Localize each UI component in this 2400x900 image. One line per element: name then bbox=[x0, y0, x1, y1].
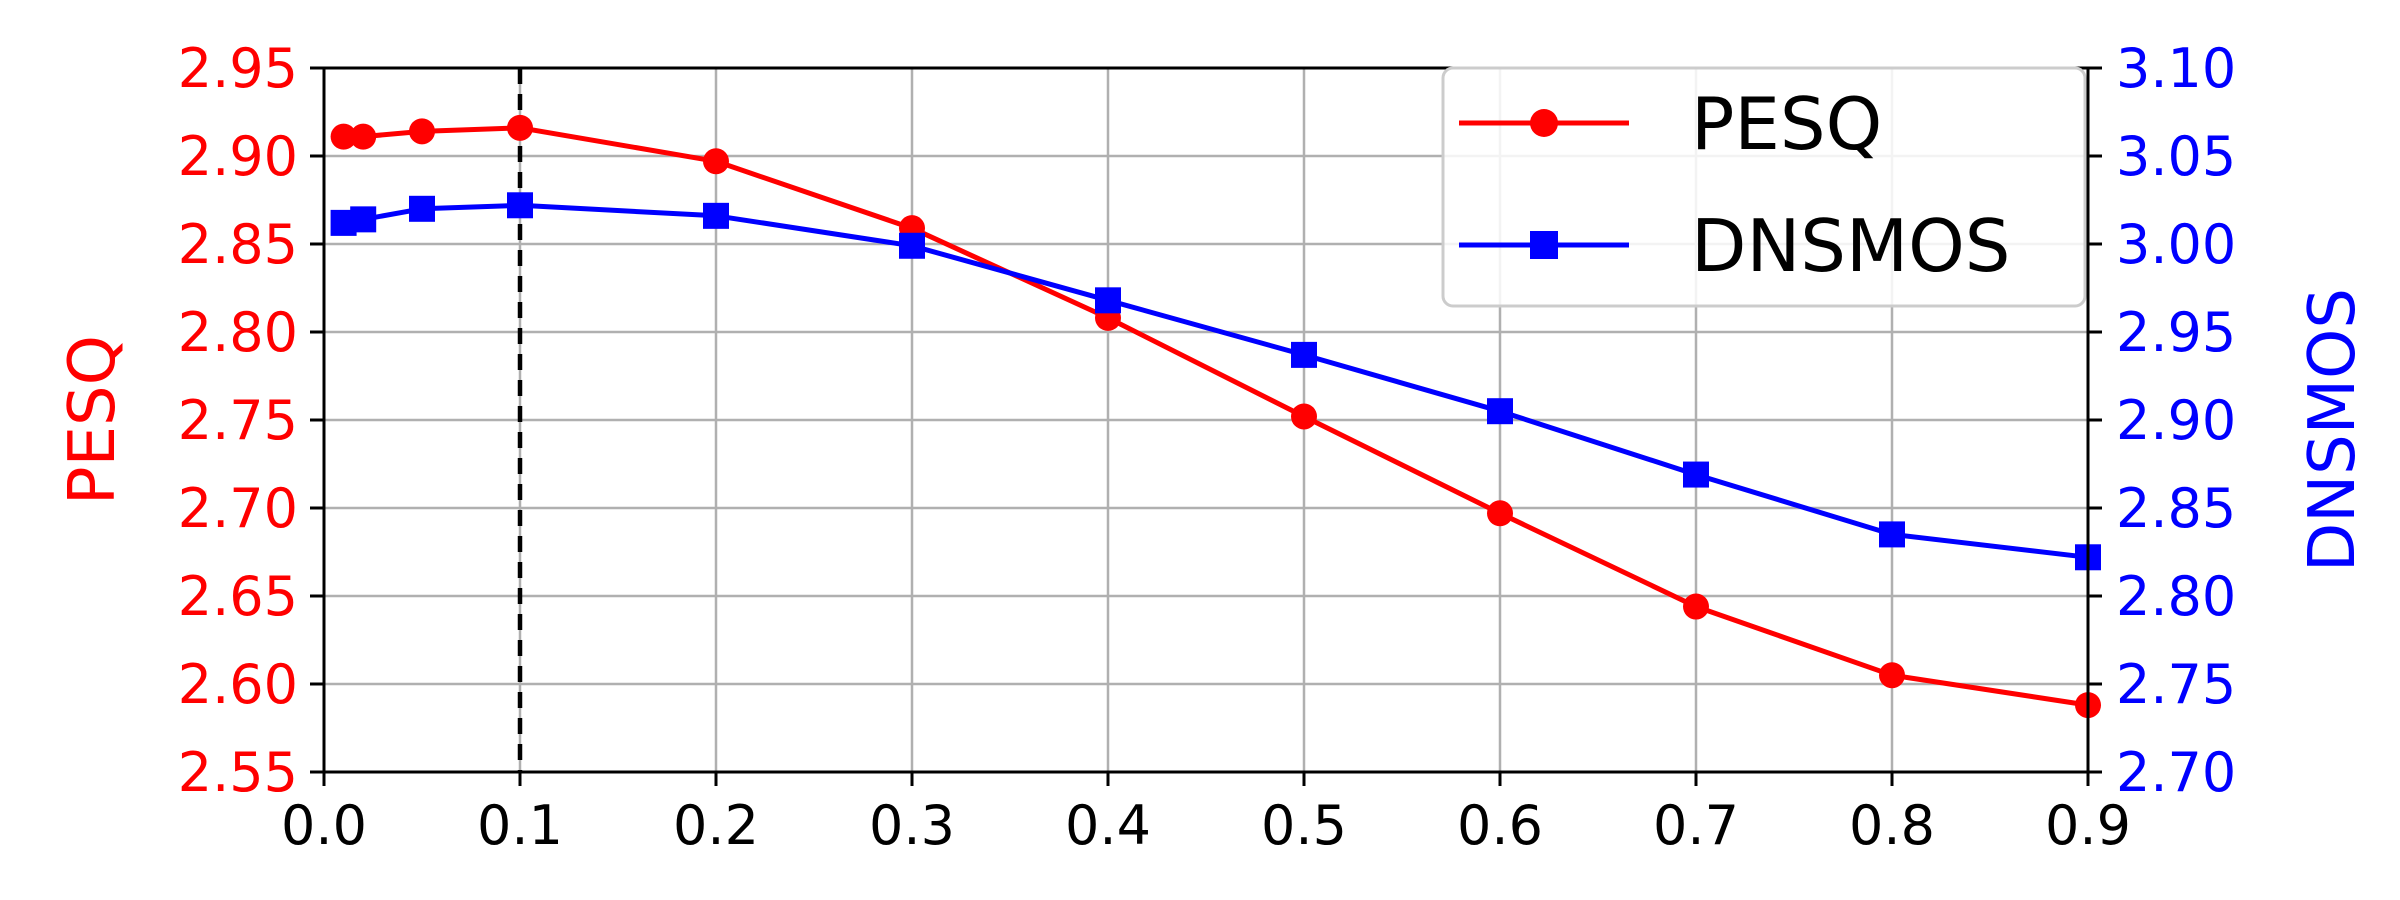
x-tick-label: 0.9 bbox=[2045, 794, 2131, 857]
y-left-axis-ticks: 2.55 2.60 2.65 2.70 2.75 2.80 2.85 2.90 2.95 bbox=[178, 37, 324, 804]
x-tick-label: 0.0 bbox=[281, 794, 367, 857]
x-tick-label: 0.8 bbox=[1849, 794, 1935, 857]
y-right-tick-label: 3.10 bbox=[2116, 37, 2236, 100]
y-left-tick-label: 2.75 bbox=[178, 389, 298, 452]
legend-pesq-marker bbox=[1530, 109, 1558, 137]
y-right-tick-label: 2.75 bbox=[2116, 653, 2236, 716]
y-left-tick-label: 2.80 bbox=[178, 301, 298, 364]
y-right-tick-label: 2.95 bbox=[2116, 301, 2236, 364]
pesq-point bbox=[409, 118, 435, 145]
dnsmos-point bbox=[1683, 461, 1709, 488]
dnsmos-point bbox=[1095, 287, 1121, 314]
dnsmos-point bbox=[899, 232, 925, 259]
series bbox=[330, 114, 2101, 719]
pesq-point bbox=[350, 123, 377, 150]
y-left-axis-label: PESQ bbox=[56, 335, 130, 505]
x-tick-label: 0.5 bbox=[1261, 794, 1347, 857]
y-left-tick-label: 2.85 bbox=[178, 213, 298, 276]
pesq-point bbox=[507, 114, 533, 141]
y-right-axis-ticks: 2.70 2.75 2.80 2.85 2.90 2.95 3.00 3.05 3.10 bbox=[2088, 37, 2236, 804]
x-tick-label: 0.4 bbox=[1065, 794, 1151, 857]
x-tick-label: 0.1 bbox=[477, 794, 563, 857]
pesq-point bbox=[1487, 500, 1513, 527]
y-left-tick-label: 2.90 bbox=[178, 125, 298, 188]
dnsmos-point bbox=[507, 192, 533, 219]
pesq-point bbox=[703, 148, 729, 175]
y-right-tick-label: 2.70 bbox=[2116, 741, 2236, 804]
pesq-point bbox=[1879, 662, 1905, 689]
y-right-tick-label: 2.80 bbox=[2116, 565, 2236, 628]
legend: PESQ DNSMOS bbox=[1441, 66, 2087, 308]
x-tick-label: 0.6 bbox=[1457, 794, 1543, 857]
pesq-point bbox=[1291, 403, 1317, 430]
x-axis-ticks: 0.0 0.1 0.2 0.3 0.4 0.5 0.6 0.7 0.8 0.9 bbox=[281, 772, 2131, 857]
y-left-tick-label: 2.65 bbox=[178, 565, 298, 628]
x-tick-label: 0.3 bbox=[869, 794, 955, 857]
dnsmos-point bbox=[703, 202, 729, 229]
dnsmos-point bbox=[1879, 521, 1905, 548]
legend-dnsmos-marker bbox=[1530, 231, 1558, 259]
y-left-tick-label: 2.95 bbox=[178, 37, 298, 100]
pesq-point bbox=[330, 123, 357, 150]
dnsmos-point bbox=[1291, 341, 1317, 368]
x-tick-label: 0.7 bbox=[1653, 794, 1739, 857]
legend-entries: PESQ DNSMOS bbox=[1459, 82, 2011, 288]
legend-dnsmos-label: DNSMOS bbox=[1691, 204, 2011, 288]
y-right-tick-label: 2.90 bbox=[2116, 389, 2236, 452]
y-right-tick-label: 3.00 bbox=[2116, 213, 2236, 276]
y-right-axis-label: DNSMOS bbox=[2296, 288, 2370, 572]
y-right-tick-label: 2.85 bbox=[2116, 477, 2236, 540]
legend-pesq-label: PESQ bbox=[1691, 82, 1882, 166]
dnsmos-point bbox=[409, 195, 435, 222]
y-left-tick-label: 2.70 bbox=[178, 477, 298, 540]
x-tick-label: 0.2 bbox=[673, 794, 759, 857]
pesq-point bbox=[1683, 593, 1709, 620]
y-left-tick-label: 2.60 bbox=[178, 653, 298, 716]
y-left-tick-label: 2.55 bbox=[178, 741, 298, 804]
dnsmos-point bbox=[350, 206, 377, 233]
dnsmos-point bbox=[1487, 398, 1513, 425]
y-right-tick-label: 3.05 bbox=[2116, 125, 2236, 188]
